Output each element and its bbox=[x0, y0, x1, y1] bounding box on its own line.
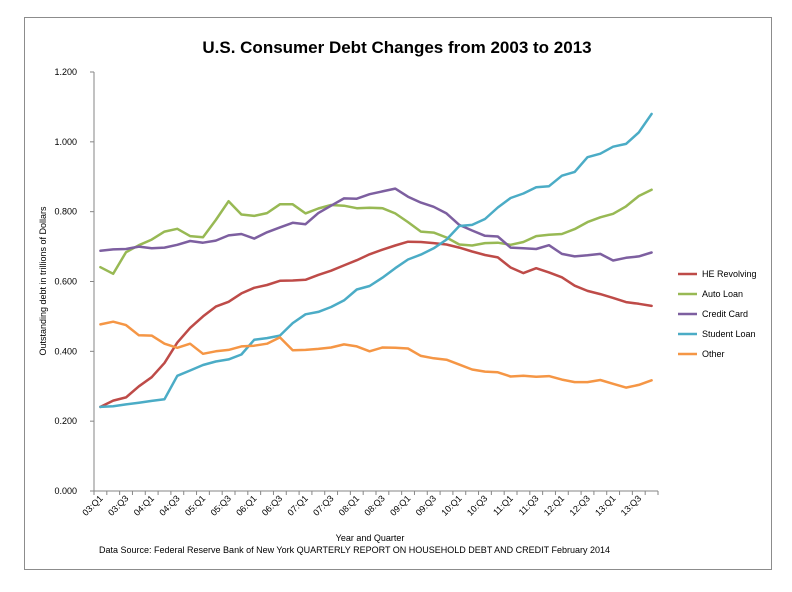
x-axis-label: Year and Quarter bbox=[336, 533, 405, 543]
x-tick-label: 05:Q1 bbox=[183, 493, 207, 517]
legend-label-credit-card: Credit Card bbox=[702, 309, 748, 319]
y-tick-label: 0.200 bbox=[54, 416, 77, 426]
y-axis-label: Outstanding debt in trillions of Dollars bbox=[38, 206, 48, 356]
x-tick-label: 13:Q3 bbox=[619, 493, 643, 517]
legend-label-student-loan: Student Loan bbox=[702, 329, 756, 339]
series-line-student-loan bbox=[99, 112, 653, 409]
x-tick-label: 11:Q3 bbox=[517, 493, 541, 517]
y-tick-label: 1.000 bbox=[54, 137, 77, 147]
x-tick-label: 07:Q1 bbox=[285, 493, 309, 517]
y-axis-ticks: 0.000 0.200 0.400 0.600 0.800 1.000 1.200 bbox=[54, 67, 94, 496]
x-tick-label: 13:Q1 bbox=[593, 493, 617, 517]
x-tick-label: 04:Q3 bbox=[157, 493, 181, 517]
chart-title: U.S. Consumer Debt Changes from 2003 to … bbox=[202, 38, 591, 57]
x-tick-label: 10:Q1 bbox=[439, 493, 463, 517]
x-tick-label: 09:Q1 bbox=[388, 493, 412, 517]
y-tick-label: 0.000 bbox=[54, 486, 77, 496]
legend-label-he-revolving: HE Revolving bbox=[702, 269, 757, 279]
x-tick-label: 11:Q1 bbox=[491, 493, 515, 517]
legend-label-auto-loan: Auto Loan bbox=[702, 289, 743, 299]
y-tick-label: 0.800 bbox=[54, 207, 77, 217]
x-tick-label: 06:Q1 bbox=[234, 493, 258, 517]
series-line-other bbox=[99, 320, 653, 389]
legend: HE Revolving Auto Loan Credit Card Student … bbox=[678, 269, 757, 359]
y-tick-label: 0.400 bbox=[54, 346, 77, 356]
x-tick-label: 03:Q3 bbox=[106, 493, 130, 517]
chart-frame bbox=[24, 17, 772, 570]
x-tick-label: 12:Q1 bbox=[542, 493, 566, 517]
x-tick-label: 12:Q3 bbox=[567, 493, 591, 517]
y-tick-label: 0.600 bbox=[54, 277, 77, 287]
y-tick-label: 1.200 bbox=[54, 67, 77, 77]
source-note: Data Source: Federal Reserve Bank of New… bbox=[99, 545, 610, 555]
x-tick-label: 04:Q1 bbox=[132, 493, 156, 517]
series-line-credit-card bbox=[99, 187, 653, 262]
series-line-auto-loan bbox=[99, 188, 653, 276]
x-tick-label: 08:Q3 bbox=[362, 493, 386, 517]
legend-label-other: Other bbox=[702, 349, 725, 359]
x-axis-ticks: 03:Q1 03:Q3 04:Q1 04:Q3 05:Q1 05:Q3 06:Q1 06:Q3… bbox=[80, 491, 659, 518]
series-lines bbox=[99, 112, 653, 409]
series-line-he-revolving bbox=[99, 240, 653, 409]
x-tick-label: 05:Q3 bbox=[209, 493, 233, 517]
x-tick-label: 07:Q3 bbox=[311, 493, 335, 517]
x-tick-label: 08:Q1 bbox=[337, 493, 361, 517]
x-tick-label: 09:Q3 bbox=[414, 493, 438, 517]
x-tick-label: 06:Q3 bbox=[260, 493, 284, 517]
x-tick-label: 10:Q3 bbox=[465, 493, 489, 517]
x-tick-label: 03:Q1 bbox=[80, 493, 104, 517]
